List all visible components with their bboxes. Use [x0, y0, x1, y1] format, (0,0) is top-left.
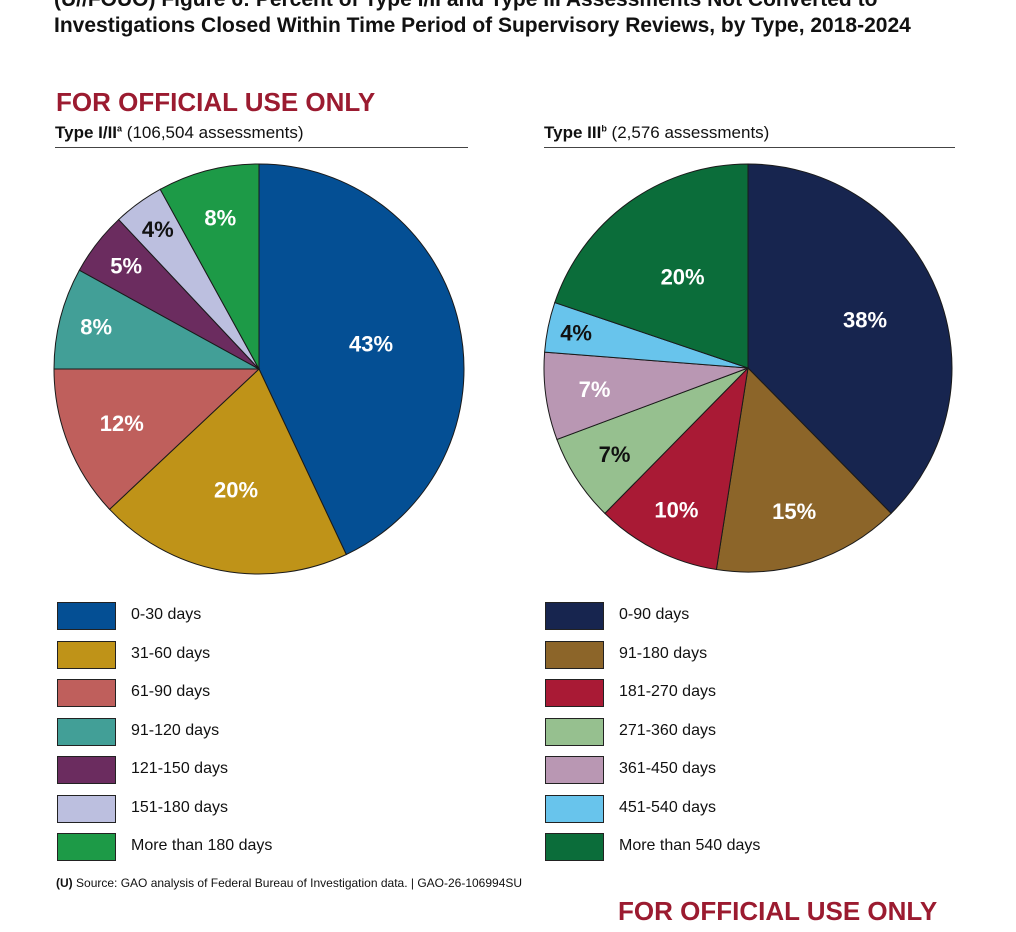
legend-swatch — [545, 794, 604, 823]
legend-swatch — [57, 756, 116, 784]
pie-slice-0-30-days — [258, 163, 465, 556]
legend-swatch — [57, 717, 116, 746]
legend-label: 451-540 days — [619, 798, 716, 816]
legend-swatch — [545, 679, 604, 707]
pie-label-121-150-days: 5% — [110, 254, 142, 279]
pie-slice-91-180-days — [715, 366, 892, 573]
legend-swatch — [545, 833, 604, 861]
legend-label: 0-30 days — [131, 606, 202, 623]
figure-title: (U//FOUO) Figure 6: Percent of Type I/II… — [54, 0, 911, 37]
pie-label-31-60-days: 20% — [214, 477, 258, 502]
pie-label-0-90-days: 38% — [843, 308, 887, 333]
pie-label-0-30-days: 43% — [349, 332, 393, 357]
chart-title: Type III — [544, 123, 602, 142]
pie-label-61-90-days: 12% — [100, 411, 144, 436]
legend-swatch — [57, 833, 116, 861]
legend-label: 0-90 days — [619, 606, 690, 623]
pie-slice-61-90-days — [53, 368, 261, 511]
chart-title: Type I/II — [55, 123, 118, 142]
legend-swatch — [57, 640, 116, 669]
pie-label-91-120-days: 8% — [80, 315, 112, 340]
pie-label-more-than-540-days: 20% — [661, 264, 705, 289]
pie-label-91-180-days: 15% — [772, 499, 816, 524]
legend-swatch — [57, 679, 116, 707]
legend-label: More than 540 days — [619, 837, 761, 854]
source-marking: (U) — [56, 876, 73, 890]
pie-label-451-540-days: 4% — [560, 320, 592, 345]
fouo-marking-top: FOR OFFICIAL USE ONLY — [56, 87, 376, 117]
legend-label: 91-120 days — [131, 721, 220, 739]
pie-label-271-360-days: 7% — [599, 442, 631, 467]
legend-label: 121-150 days — [131, 760, 228, 777]
pie-slice-91-120-days — [53, 269, 260, 370]
legend-label: 151-180 days — [131, 798, 228, 816]
legend-swatch — [545, 602, 604, 630]
chart-header-type-iii: Type IIIb (2,576 assessments) — [544, 123, 955, 148]
legend-label: 91-180 days — [619, 644, 708, 662]
pie-label-151-180-days: 4% — [142, 217, 174, 242]
pie-chart-type-iii: 38% 15% 10% 7% 7% 4% 20% — [543, 163, 953, 573]
legend-swatch — [57, 602, 116, 630]
legend-label: 181-270 days — [619, 683, 716, 700]
legend-swatch — [545, 640, 604, 669]
legend-swatch — [57, 794, 116, 823]
pie-chart-type-i-ii: 43% 20% 12% 8% 5%4% 8% — [53, 163, 465, 575]
chart-title-note: b — [601, 123, 607, 134]
legend-label: 361-450 days — [619, 760, 716, 777]
pie-slice-more-than-180-days — [159, 163, 260, 370]
chart-subtitle: (2,576 assessments) — [611, 123, 770, 142]
legend-swatch — [545, 717, 604, 746]
pie-slice-181-270-days — [604, 366, 749, 571]
legend-label: More than 180 days — [131, 837, 273, 854]
legend-label: 31-60 days — [131, 644, 211, 662]
pie-label-181-270-days: 10% — [654, 498, 698, 523]
legend-swatch — [545, 756, 604, 784]
chart-header-type-i-ii: Type I/IIa (106,504 assessments) — [55, 123, 468, 148]
legend-label: 61-90 days — [131, 683, 211, 700]
fouo-marking-bottom: FOR OFFICIAL USE ONLY — [618, 896, 938, 926]
source-text: Source: GAO analysis of Federal Bureau o… — [76, 876, 523, 890]
legend-label: 271-360 days — [619, 721, 716, 739]
source-note: (U) Source: GAO analysis of Federal Bure… — [56, 876, 522, 890]
chart-title-note: a — [117, 123, 123, 134]
pie-label-361-450-days: 7% — [579, 377, 611, 402]
pie-label-more-than-180-days: 8% — [204, 206, 236, 231]
pie-slice-0-90-days — [747, 163, 953, 515]
chart-subtitle: (106,504 assessments) — [126, 123, 304, 142]
pie-slice-31-60-days — [108, 368, 347, 575]
pie-slice-more-than-540-days — [554, 163, 749, 369]
